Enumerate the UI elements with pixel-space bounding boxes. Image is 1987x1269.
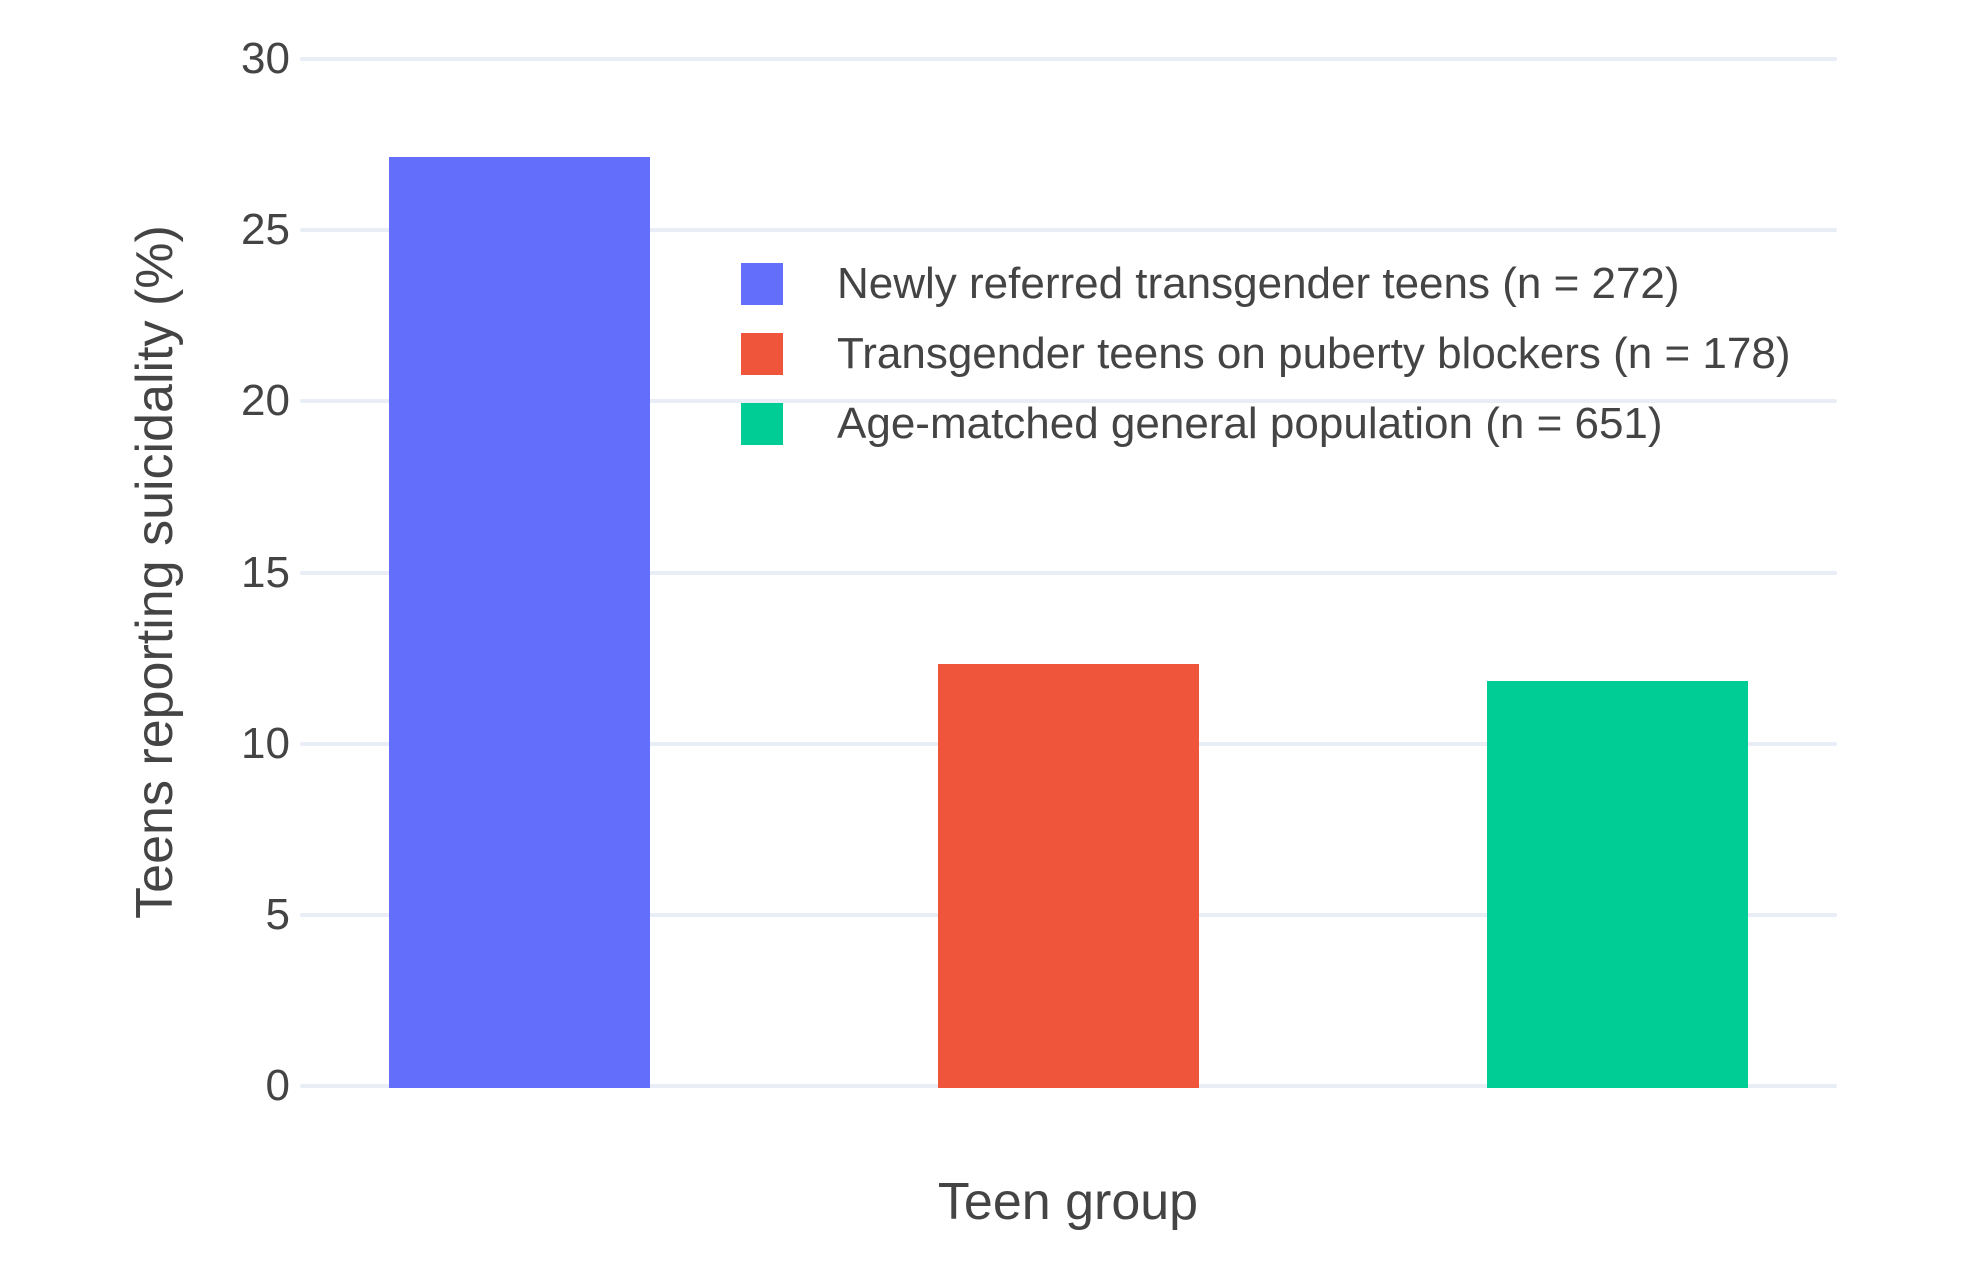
legend-label: Age-matched general population (n = 651) [837, 399, 1663, 448]
gridline-20 [300, 399, 1837, 404]
legend-swatch-icon [741, 263, 783, 305]
legend-label: Transgender teens on puberty blockers (n… [837, 329, 1791, 378]
legend-item-transgender-teens-on-puberty-blockers-n-178[interactable]: Transgender teens on puberty blockers (n… [741, 331, 1790, 377]
bar-age-matched-general-population-n-651[interactable] [1487, 680, 1748, 1088]
y-tick-label-15: 15 [241, 547, 290, 597]
legend-item-newly-referred-transgender-teens-n-272[interactable]: Newly referred transgender teens (n = 27… [741, 261, 1790, 307]
legend-label: Newly referred transgender teens (n = 27… [837, 259, 1680, 308]
legend-item-age-matched-general-population-n-651[interactable]: Age-matched general population (n = 651) [741, 401, 1790, 447]
y-tick-label-30: 30 [241, 34, 290, 83]
gridline-15 [300, 570, 1837, 575]
y-tick-label-5: 5 [265, 889, 290, 939]
gridline-25 [300, 228, 1837, 233]
y-tick-label-0: 0 [265, 1061, 290, 1110]
legend-swatch-icon [741, 403, 783, 445]
legend: Newly referred transgender teens (n = 27… [741, 261, 1790, 471]
y-axis-title: Teens reporting suicidality (%) [126, 225, 184, 919]
bar-newly-referred-transgender-teens-n-272[interactable] [389, 156, 650, 1088]
y-tick-label-25: 25 [241, 205, 290, 255]
y-tick-label-10: 10 [241, 718, 290, 768]
bar-transgender-teens-on-puberty-blockers-n-178[interactable] [938, 663, 1199, 1088]
y-tick-label-20: 20 [241, 376, 290, 426]
x-axis-title: Teen group [937, 1173, 1199, 1231]
gridline-30 [300, 57, 1837, 61]
legend-swatch-icon [741, 333, 783, 375]
